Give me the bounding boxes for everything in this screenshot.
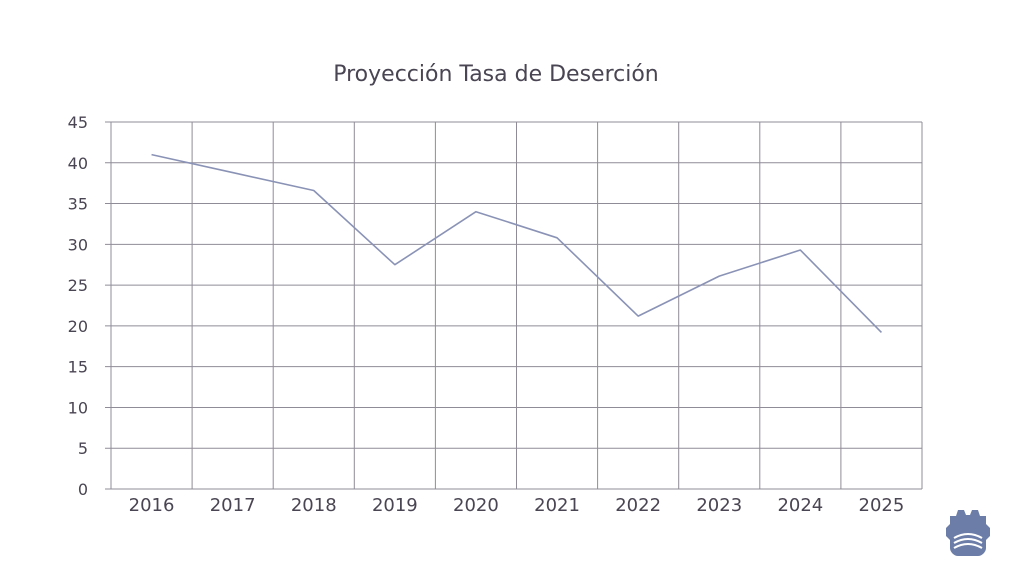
y-tick-label: 20 [68,317,88,336]
x-axis-ticks: 2016 2017 2018 2019 2020 2021 2022 2023 2024 2025 [129,495,905,516]
x-tick-label: 2016 [129,495,175,516]
y-tick-label: 45 [68,113,88,132]
x-tick-label: 2020 [453,495,499,516]
y-tick-label: 35 [68,195,88,214]
x-tick-label: 2022 [615,495,661,516]
x-tick-label: 2024 [777,495,823,516]
series-layer [151,153,883,333]
y-tick-label: 25 [68,276,88,295]
x-tick-label: 2023 [696,495,742,516]
x-tick-label: 2025 [859,495,905,516]
y-axis-ticks: 0 5 10 15 20 25 30 35 40 45 [68,113,88,499]
chart-title: Proyección Tasa de Deserción [333,62,659,87]
x-tick-label: 2021 [534,495,580,516]
x-tick-label: 2019 [372,495,418,516]
y-tick-label: 30 [68,235,88,254]
y-tick-label: 0 [78,480,88,499]
y-tick-label: 15 [68,358,88,377]
grid [105,121,923,490]
gear-logo-icon [946,510,990,556]
x-tick-label: 2018 [291,495,337,516]
y-tick-label: 40 [68,154,88,173]
series-line [151,153,883,333]
y-tick-label: 5 [78,439,88,458]
x-tick-label: 2017 [210,495,256,516]
y-tick-label: 10 [68,398,88,417]
